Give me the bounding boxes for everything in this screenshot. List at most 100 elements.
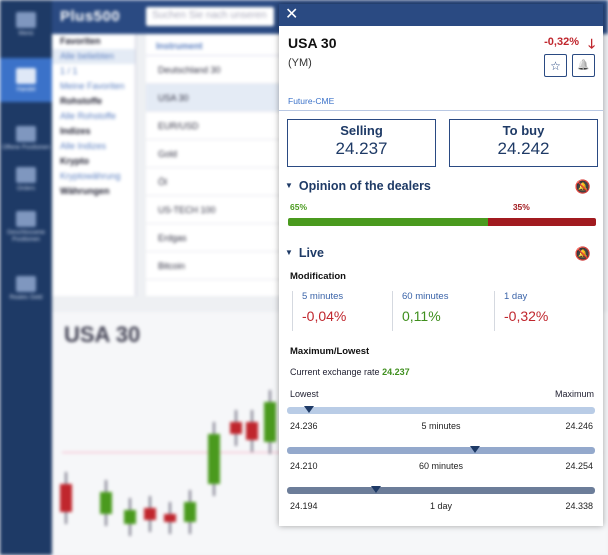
- sell-label: Selling: [340, 123, 383, 138]
- sell-button[interactable]: Selling 24.237: [287, 119, 436, 167]
- close-button[interactable]: ✕: [285, 6, 299, 23]
- range-low: 24.210: [290, 461, 318, 471]
- range-period: 5 minutes: [421, 421, 461, 431]
- arrow-down-icon: 🡓: [588, 36, 595, 51]
- range-low: 24.194: [290, 501, 318, 511]
- nav-item[interactable]: Menü: [0, 8, 52, 44]
- instrument-ticker: (YM): [288, 57, 312, 69]
- nav-item[interactable]: Handel: [0, 58, 52, 102]
- change-5-minutes: 5 minutes -0,04%: [292, 291, 346, 331]
- range-period: 1 day: [429, 501, 453, 511]
- candle: [264, 402, 276, 442]
- live-section-toggle[interactable]: ▼ Live: [285, 246, 324, 260]
- triangle-down-icon: ▼: [285, 248, 293, 257]
- range-track: [287, 446, 595, 454]
- instrument-row[interactable]: EUR/USD: [146, 112, 286, 140]
- instrument-row[interactable]: Gold: [146, 140, 286, 168]
- nav-label: Menü: [18, 31, 34, 37]
- category-heading: Indizes: [60, 126, 91, 136]
- range-high: 24.338: [565, 501, 593, 511]
- daily-change: -0,32%: [544, 36, 579, 48]
- candle: [60, 484, 72, 512]
- change-period: 1 day: [504, 291, 528, 302]
- category-heading: Währungen: [60, 186, 110, 196]
- category-item[interactable]: 1 / 1: [60, 66, 78, 76]
- nav-icon: [16, 211, 36, 227]
- category-item[interactable]: Alle Rohstoffe: [60, 111, 116, 121]
- nav-label: Reales Geld: [9, 295, 43, 301]
- nav-item[interactable]: Reales Geld: [0, 272, 52, 308]
- bell-icon: 🔔: [577, 60, 590, 71]
- instrument-column-header[interactable]: Instrument: [146, 34, 286, 56]
- category-item[interactable]: Meine Favoriten: [60, 81, 125, 91]
- instrument-row[interactable]: USA 30: [146, 84, 286, 112]
- exchange-label: Future-CME: [279, 92, 603, 111]
- buy-label: To buy: [502, 123, 545, 138]
- candle: [100, 492, 112, 514]
- live-title: Live: [298, 246, 324, 260]
- price-range: 24.210 60 minutes 24.254: [287, 446, 595, 473]
- nav-icon: [16, 167, 36, 183]
- change-period: 60 minutes: [402, 291, 449, 302]
- buy-price: 24.242: [497, 139, 550, 158]
- nav-label: Geschlossene Positionen: [6, 230, 46, 243]
- instrument-details-panel: ✕ USA 30 (YM) -0,32% 🡓 ☆ 🔔 Future-CME Se…: [279, 4, 603, 526]
- current-rate: Current exchange rate 24.237: [290, 367, 410, 377]
- sellers-bar: [488, 218, 596, 226]
- category-item[interactable]: Alle beliebten: [52, 49, 135, 64]
- candle: [124, 510, 136, 524]
- search-input[interactable]: Suchen Sie nach unseren: [146, 7, 274, 26]
- opinion-section-toggle[interactable]: ▼ Opinion of the dealers: [285, 179, 431, 193]
- nav-icon: [16, 276, 36, 292]
- category-item[interactable]: Alle Indizes: [60, 141, 107, 151]
- candle: [144, 508, 156, 520]
- instrument-row[interactable]: Bitcoin: [146, 252, 286, 280]
- nav-label: Handel: [16, 87, 36, 93]
- price-alert-button[interactable]: 🔔: [572, 54, 595, 77]
- sentiment-bar: [288, 218, 596, 226]
- nav-item[interactable]: Orders: [0, 163, 52, 199]
- current-rate-label: Current exchange rate: [290, 367, 380, 377]
- side-navigation: Menü Handel Offene Positionen Orders Geschlo…: [0, 0, 52, 555]
- category-item[interactable]: Kryptowährung: [60, 171, 121, 181]
- nav-label: Offene Positionen: [2, 145, 50, 151]
- range-period: 60 minutes: [418, 461, 464, 471]
- maximum-label: Maximum: [554, 389, 594, 399]
- instrument-row[interactable]: Öl: [146, 168, 286, 196]
- category-heading: Rohstoffe: [60, 96, 102, 106]
- instrument-row[interactable]: Erdgas: [146, 224, 286, 252]
- price-range: 24.236 5 minutes 24.246: [287, 406, 595, 433]
- candle: [246, 422, 258, 440]
- dealer-sentiment: 65% 35%: [288, 202, 596, 226]
- change-60-minutes: 60 minutes 0,11%: [392, 291, 448, 331]
- sell-price: 24.237: [335, 139, 388, 158]
- buy-button[interactable]: To buy 24.242: [449, 119, 598, 167]
- range-track: [287, 486, 595, 494]
- lowest-label: Lowest: [290, 389, 319, 399]
- instrument-row[interactable]: Deutschland 30: [146, 56, 286, 84]
- category-heading: Krypto: [60, 156, 89, 166]
- opinion-title: Opinion of the dealers: [298, 179, 431, 193]
- sellers-percent: 35%: [512, 202, 530, 212]
- nav-item[interactable]: Offene Positionen: [0, 122, 52, 158]
- instrument-row[interactable]: US-TECH 100: [146, 196, 286, 224]
- candle: [184, 502, 196, 522]
- range-high: 24.254: [565, 461, 593, 471]
- max-min-label: Maximum/Lowest: [290, 346, 370, 357]
- instrument-list: Instrument Deutschland 30 USA 30 EUR/USD Go…: [146, 34, 286, 296]
- nav-item[interactable]: Geschlossene Positionen: [0, 207, 52, 243]
- bell-muted-icon[interactable]: 🔕: [574, 246, 591, 261]
- candle: [230, 422, 242, 434]
- change-value: 0,11%: [402, 308, 441, 324]
- bell-muted-icon[interactable]: 🔕: [574, 179, 591, 194]
- range-track: [287, 406, 595, 414]
- instrument-symbol: USA 30: [288, 35, 337, 51]
- modification-label: Modification: [290, 271, 346, 282]
- change-period: 5 minutes: [302, 291, 344, 302]
- star-icon: ☆: [550, 58, 561, 73]
- triangle-down-icon: ▼: [285, 181, 293, 190]
- favorite-button[interactable]: ☆: [544, 54, 567, 77]
- change-value: -0,04%: [302, 308, 347, 324]
- category-list: Favoriten Alle beliebten 1 / 1 Meine Favori…: [52, 34, 136, 296]
